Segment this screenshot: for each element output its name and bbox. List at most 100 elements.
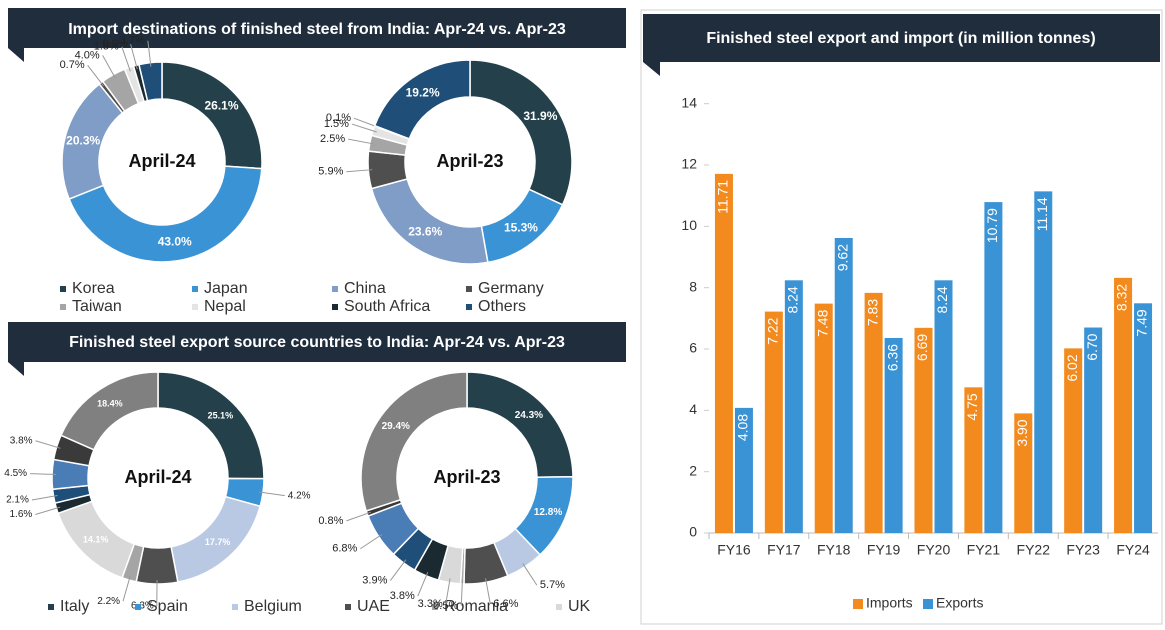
leader-line bbox=[147, 40, 152, 67]
data-label: 3.7% bbox=[120, 35, 145, 47]
pie-slice bbox=[138, 61, 163, 102]
y-tick-label: 8 bbox=[689, 278, 697, 294]
data-label: 3.3% bbox=[418, 598, 443, 610]
center-label: April-23 bbox=[436, 151, 503, 171]
data-label: 20.3% bbox=[66, 133, 100, 147]
legend-swatch bbox=[923, 599, 933, 609]
bar bbox=[984, 202, 1003, 533]
bar bbox=[814, 303, 833, 533]
data-label: 7.83 bbox=[864, 299, 880, 326]
data-label: 7.49 bbox=[1134, 309, 1150, 336]
legend-label: Korea bbox=[72, 280, 115, 297]
legend-swatch bbox=[332, 286, 338, 292]
data-label: 12.8% bbox=[534, 507, 562, 518]
legend-swatch bbox=[192, 286, 198, 292]
x-tick-label: FY23 bbox=[1066, 542, 1100, 558]
leader-line bbox=[360, 533, 383, 550]
data-label: 4.75 bbox=[964, 393, 980, 420]
leader-line bbox=[121, 46, 131, 72]
bar bbox=[884, 337, 903, 533]
data-label: 2.1% bbox=[6, 495, 29, 506]
leader-line bbox=[346, 511, 372, 522]
x-tick-label: FY16 bbox=[717, 542, 751, 558]
legend-label: Belgium bbox=[244, 598, 302, 615]
leader-line bbox=[351, 123, 377, 133]
data-label: 23.6% bbox=[408, 225, 442, 239]
data-label: 0.8% bbox=[318, 515, 343, 527]
data-label: 24.3% bbox=[515, 410, 543, 421]
data-label: 26.1% bbox=[204, 98, 238, 112]
x-tick-label: FY19 bbox=[867, 542, 901, 558]
data-label: 8.32 bbox=[1114, 284, 1130, 311]
data-label: 29.4% bbox=[382, 421, 410, 432]
legend-swatch bbox=[60, 304, 66, 310]
data-label: 7.22 bbox=[765, 317, 781, 344]
chart-title: Finished steel export and import (in mil… bbox=[706, 30, 1095, 47]
data-label: 6.02 bbox=[1064, 354, 1080, 381]
center-label: April-23 bbox=[433, 467, 500, 487]
leader-line bbox=[31, 495, 58, 501]
banner-fold bbox=[8, 362, 24, 376]
data-label: 43.0% bbox=[158, 235, 192, 249]
banner-fold bbox=[8, 48, 24, 62]
data-label: 8.24 bbox=[934, 286, 950, 313]
data-label: 0.7% bbox=[60, 59, 85, 71]
legend-swatch bbox=[232, 604, 238, 610]
bar bbox=[1064, 348, 1083, 533]
legend-label: UK bbox=[568, 598, 591, 615]
legend-label: Italy bbox=[60, 598, 89, 615]
data-label: 0.9% bbox=[103, 38, 128, 50]
bar bbox=[1084, 327, 1103, 533]
data-label: 1.5% bbox=[324, 118, 349, 130]
x-tick-label: FY20 bbox=[917, 542, 951, 558]
x-tick-label: FY24 bbox=[1116, 542, 1150, 558]
pie-slice bbox=[373, 59, 471, 140]
leader-line bbox=[389, 559, 407, 581]
pie-slice bbox=[469, 59, 573, 206]
data-label: 6.8% bbox=[332, 543, 357, 555]
legend-label: Exports bbox=[936, 595, 983, 611]
data-label: 19.2% bbox=[406, 85, 440, 99]
y-tick-label: 12 bbox=[681, 156, 697, 172]
leader-line bbox=[87, 64, 104, 87]
data-label: 18.4% bbox=[97, 399, 123, 409]
section-title: Import destinations of finished steel fr… bbox=[68, 21, 566, 38]
pie-slice bbox=[68, 165, 263, 263]
y-tick-label: 14 bbox=[681, 94, 697, 110]
data-label: 6.36 bbox=[884, 344, 900, 371]
leader-line bbox=[348, 138, 374, 145]
x-tick-label: FY22 bbox=[1017, 542, 1051, 558]
legend-swatch bbox=[192, 304, 198, 310]
data-label: 2.2% bbox=[97, 596, 120, 607]
data-label: 3.8% bbox=[10, 435, 33, 446]
leader-line bbox=[122, 575, 131, 602]
data-label: 5.7% bbox=[540, 579, 565, 591]
pie-slice bbox=[370, 178, 489, 265]
legend-label: Taiwan bbox=[72, 298, 122, 315]
data-label: 4.5% bbox=[4, 468, 27, 479]
leader-line bbox=[35, 440, 61, 449]
legend-label: UAE bbox=[357, 598, 390, 615]
banner bbox=[8, 8, 626, 48]
legend-label: Romania bbox=[444, 598, 508, 615]
leader-line bbox=[30, 473, 57, 475]
banner bbox=[8, 322, 626, 362]
bar bbox=[1134, 303, 1153, 533]
y-tick-label: 10 bbox=[681, 217, 697, 233]
pie-slice bbox=[466, 371, 574, 478]
pie-slice bbox=[360, 371, 468, 512]
legend-label: Others bbox=[478, 298, 526, 315]
bar bbox=[864, 292, 883, 533]
banner-fold bbox=[643, 62, 660, 76]
data-label: 6.69 bbox=[914, 334, 930, 361]
y-tick-label: 0 bbox=[689, 524, 697, 540]
bar bbox=[1014, 413, 1033, 533]
data-label: 0.1% bbox=[326, 112, 351, 124]
x-tick-label: FY18 bbox=[817, 542, 851, 558]
leader-line bbox=[522, 563, 538, 586]
data-label: 10.79 bbox=[984, 208, 1000, 243]
legend-swatch bbox=[853, 599, 863, 609]
data-label: 1.6% bbox=[10, 509, 33, 520]
data-label: 31.9% bbox=[523, 109, 557, 123]
data-label: 0.5% bbox=[433, 600, 458, 612]
